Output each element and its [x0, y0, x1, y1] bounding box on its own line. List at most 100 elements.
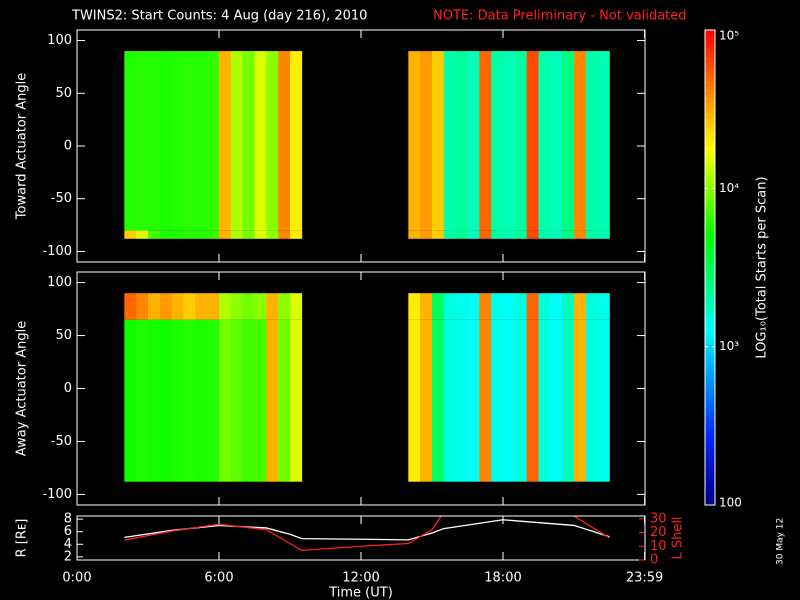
heat-cell: [148, 230, 161, 239]
heat-cell: [195, 51, 208, 231]
colorbar-cell: [705, 445, 715, 451]
colorbar-cell: [705, 132, 715, 138]
heat-cell: [443, 319, 456, 482]
colorbar-tick-label: 10⁵: [719, 29, 739, 43]
heat-cell: [290, 51, 303, 231]
colorbar-cell: [705, 176, 715, 181]
colorbar-cell: [705, 481, 715, 486]
colorbar-tick-label: 10³: [719, 339, 739, 353]
y2-axis-label: L Shell: [671, 516, 686, 559]
colorbar-cell: [705, 291, 715, 296]
heat-cell: [526, 230, 539, 239]
colorbar-cell: [705, 101, 715, 106]
colorbar-cell: [705, 354, 715, 360]
heat-cell: [408, 230, 421, 239]
colorbar-cell: [705, 204, 715, 209]
heat-cell: [585, 230, 598, 239]
colorbar-cell: [705, 402, 715, 407]
heat-cell: [290, 293, 303, 320]
colorbar-cell: [705, 417, 715, 423]
heat-cell: [538, 230, 551, 239]
colorbar-cell: [705, 69, 715, 75]
heat-cell: [124, 51, 137, 231]
heat-cell: [207, 51, 220, 231]
heat-cell: [514, 293, 527, 320]
y-axis-label: Toward Actuator Angle: [15, 73, 30, 220]
colorbar-cell: [705, 259, 715, 265]
colorbar-cell: [705, 105, 715, 110]
colorbar-cell: [705, 57, 715, 63]
colorbar-cell: [705, 295, 715, 300]
heat-cell: [278, 293, 291, 320]
heat-cell: [597, 293, 610, 320]
y-axis-label: Away Actuator Angle: [15, 321, 30, 456]
chart-title: TWINS2: Start Counts: 4 Aug (day 216), 2…: [71, 9, 367, 24]
heat-cell: [491, 230, 504, 239]
heat-cell: [136, 319, 149, 482]
heat-cell: [432, 293, 445, 320]
colorbar-cell: [705, 334, 715, 340]
colorbar-cell: [705, 322, 715, 328]
x-tick-label: 18:00: [484, 571, 521, 586]
heat-cell: [159, 319, 172, 482]
series-line: [124, 519, 610, 541]
heat-cell: [420, 51, 433, 231]
colorbar-cell: [705, 160, 715, 166]
colorbar-cell: [705, 212, 715, 217]
colorbar-cell: [705, 231, 715, 237]
colorbar-cell: [705, 382, 715, 387]
heat-cell: [503, 230, 516, 239]
heat-cell: [159, 230, 172, 239]
heat-cell: [550, 319, 563, 482]
colorbar-cell: [705, 121, 715, 126]
heat-cell: [207, 230, 220, 239]
heat-cell: [195, 293, 208, 320]
heat-cell: [455, 51, 468, 231]
heat-cell: [514, 319, 527, 482]
colorbar-cell: [705, 184, 715, 189]
y-tick-label: 0: [64, 381, 72, 396]
heat-cell: [254, 319, 267, 482]
heat-cell: [219, 51, 232, 231]
colorbar-cell: [705, 279, 715, 284]
colorbar-cell: [705, 152, 715, 158]
heat-cell: [230, 293, 243, 320]
colorbar-cell: [705, 394, 715, 399]
heat-cell: [230, 230, 243, 239]
colorbar-label: LOG₁₀(Total Starts per Scan): [755, 176, 770, 358]
heat-cell: [136, 293, 149, 320]
heat-cell: [420, 230, 433, 239]
colorbar-cell: [705, 180, 715, 185]
y2-tick-label: 0: [650, 553, 658, 568]
heat-cell: [136, 230, 149, 239]
note: NOTE: Data Preliminary - Not validated: [433, 9, 687, 24]
colorbar-cell: [705, 378, 715, 383]
colorbar-cell: [705, 93, 715, 98]
heat-cell: [432, 319, 445, 482]
y-axis-label: R [Rᴇ]: [15, 519, 30, 558]
heat-cell: [503, 51, 516, 231]
colorbar-cell: [705, 77, 715, 82]
heat-cell: [242, 319, 255, 482]
heat-cell: [124, 293, 137, 320]
heat-cell: [455, 230, 468, 239]
y-tick-label: 8: [64, 512, 72, 527]
colorbar-cell: [705, 489, 715, 494]
colorbar-cell: [705, 421, 715, 427]
heat-cell: [230, 319, 243, 482]
colorbar-cell: [705, 267, 715, 272]
colorbar-cell: [705, 497, 715, 502]
heat-cell: [148, 51, 161, 231]
colorbar-cell: [705, 406, 715, 411]
colorbar-cell: [705, 41, 715, 47]
colorbar-tick-label: 100: [719, 496, 742, 510]
colorbar-cell: [705, 330, 715, 336]
heat-cell: [171, 293, 184, 320]
colorbar-cell: [705, 311, 715, 316]
colorbar-cell: [705, 164, 715, 170]
heat-cell: [526, 51, 539, 231]
heat-cell: [148, 293, 161, 320]
colorbar-cell: [705, 239, 715, 245]
heat-cell: [195, 319, 208, 482]
x-tick-label: 6:00: [204, 571, 233, 586]
